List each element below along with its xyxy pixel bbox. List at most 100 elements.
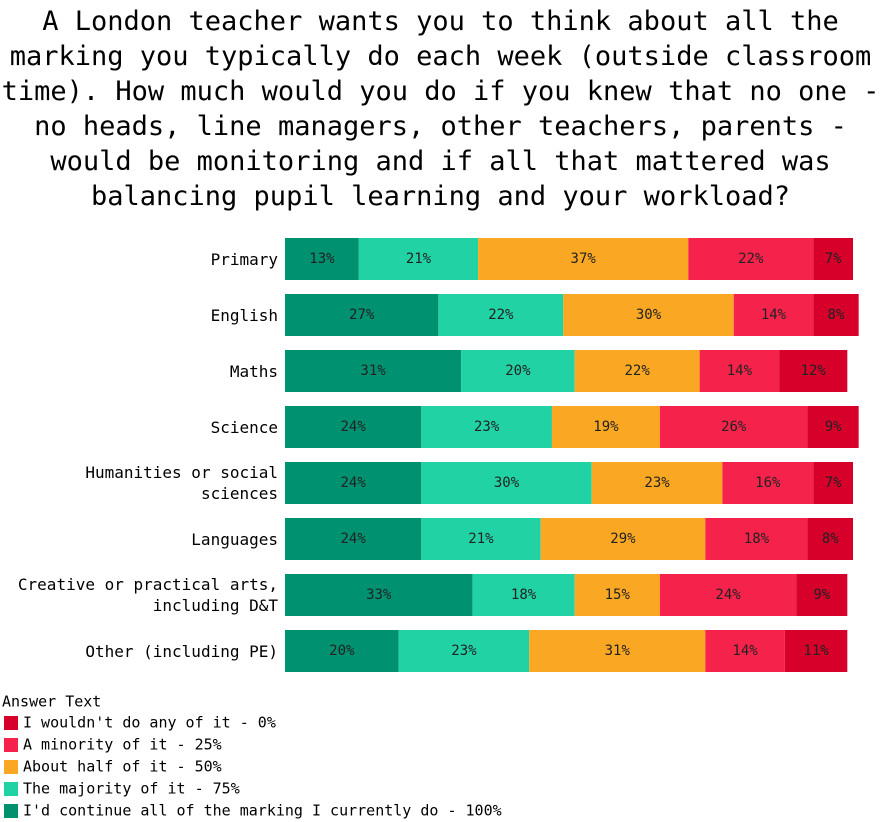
value-label: 19% [593,419,619,435]
bar-segment [285,350,462,392]
bar-segment [813,238,853,280]
value-label: 20% [505,363,531,379]
legend-label: About half of it - 50% [23,758,222,776]
bar-segment [478,238,689,280]
value-label: 24% [715,587,741,603]
bar-segment [421,518,541,560]
bar-segment [574,350,700,392]
bar-segment [285,406,422,448]
category-label: Other (including PE) [85,641,278,661]
value-label: 18% [744,531,770,547]
category-label: English [210,305,278,325]
legend-swatch [4,716,18,730]
legend-label: I'd continue all of the marking I curren… [23,802,502,820]
bar-segment [398,630,530,672]
value-label: 24% [341,531,367,547]
value-label: 23% [644,475,670,491]
bar-segment [285,630,399,672]
bar-segment [285,518,422,560]
bar-segment [563,294,734,336]
bar-segment [358,238,479,280]
value-label: 22% [738,251,764,267]
legend-swatch [4,782,18,796]
value-label: 21% [468,531,494,547]
value-label: 20% [329,643,355,659]
value-label: 37% [571,251,597,267]
value-label: 7% [825,251,842,267]
value-label: 26% [721,419,747,435]
bar-segment [659,574,797,616]
value-label: 22% [488,307,514,323]
bar-segment [285,462,422,504]
bar-segment [807,406,859,448]
value-label: 9% [825,419,842,435]
category-label: Languages [191,529,278,549]
bar-segment [779,350,848,392]
bar-segment [540,518,706,560]
legend-label: The majority of it - 75% [23,780,240,798]
bar-segment [285,574,473,616]
bar-segment [574,574,660,616]
value-label: 18% [511,587,537,603]
value-label: 16% [755,475,781,491]
legend-swatch [4,804,18,818]
value-label: 23% [451,643,477,659]
bar-segment [591,462,723,504]
value-label: 31% [360,363,386,379]
value-label: 14% [761,307,787,323]
value-label: 7% [825,475,842,491]
value-label: 11% [803,643,829,659]
bar-segment [529,630,706,672]
bar-segment [461,350,575,392]
bar-segment [813,294,859,336]
value-label: 13% [309,251,335,267]
bar-segment [699,350,780,392]
bar-segment [796,574,848,616]
category-label: Science [210,417,278,437]
value-label: 31% [605,643,631,659]
value-label: 33% [366,587,392,603]
bar-segment [285,238,359,280]
bar-segment [438,294,564,336]
bar-segment [722,462,814,504]
bar-segment [784,630,848,672]
value-label: 24% [341,475,367,491]
value-label: 8% [828,307,845,323]
bar-segment [659,406,808,448]
value-label: 9% [813,587,830,603]
bar-segment [421,406,552,448]
value-label: 29% [610,531,636,547]
bar-segment [421,462,592,504]
bar-segment [807,518,853,560]
legend-title: Answer Text [2,693,101,711]
bar-segment [813,462,853,504]
value-label: 22% [625,363,651,379]
legend-swatch [4,738,18,752]
legend-swatch [4,760,18,774]
category-label: Creative or practical arts, including D&… [17,575,278,615]
bar-segment [688,238,814,280]
value-label: 24% [341,419,367,435]
bar-segment [285,294,439,336]
value-label: 14% [732,643,758,659]
value-label: 30% [494,475,520,491]
value-label: 15% [605,587,631,603]
value-label: 12% [801,363,827,379]
value-label: 23% [474,419,500,435]
category-label: Humanities or social sciences [85,463,278,503]
category-label: Maths [229,361,278,381]
bar-segment [705,518,808,560]
bar-segment [705,630,785,672]
value-label: 8% [822,531,839,547]
bar-segment [733,294,814,336]
bar-segment [472,574,575,616]
legend-label: I wouldn't do any of it - 0% [23,714,276,732]
legend-label: A minority of it - 25% [23,736,222,754]
value-label: 21% [406,251,432,267]
value-label: 14% [727,363,753,379]
value-label: 30% [636,307,662,323]
chart-title: A London teacher wants you to think abou… [1,6,880,212]
category-label: Primary [210,249,278,269]
